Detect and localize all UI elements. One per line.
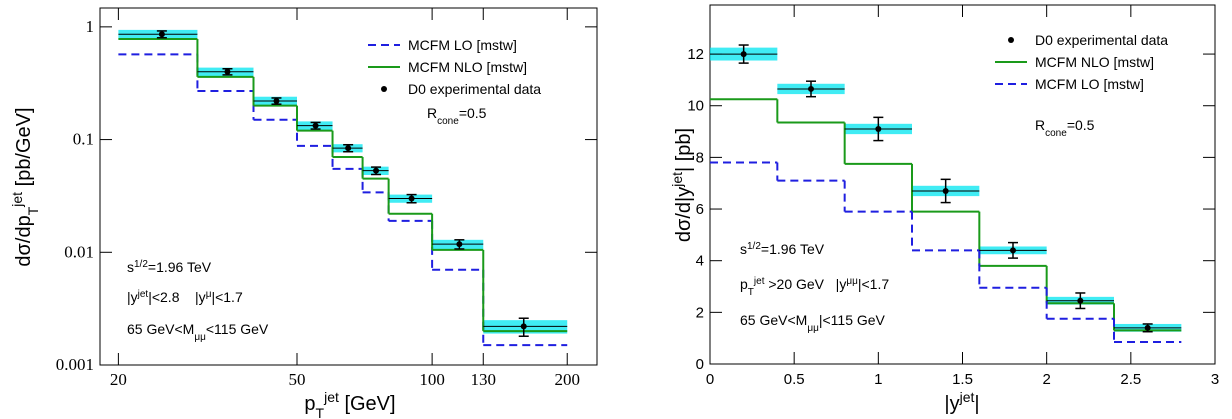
x-tick-label: 200 (554, 370, 580, 389)
data-point (1077, 297, 1084, 304)
data-point (740, 51, 747, 58)
x-tick-label: 20 (110, 370, 127, 389)
data-point (224, 68, 231, 75)
legend-label: MCFM LO [mstw] (408, 37, 517, 53)
y-tick-label: 10 (687, 98, 704, 115)
y-axis-label: dσ/dpTjet [pb/GeV] (9, 107, 41, 266)
y-tick-label: 2 (696, 304, 704, 321)
data-point (875, 125, 882, 132)
annotation: 65 GeV<Mμμ<115 GeV (127, 321, 269, 343)
legend-label: D0 experimental data (1035, 32, 1168, 48)
x-axis-label: pTjet [GeV] (304, 389, 395, 419)
x-tick-label: 2 (1042, 371, 1050, 388)
data-point (408, 195, 415, 202)
legend-label: D0 experimental data (408, 81, 541, 97)
y-tick-label: 4 (696, 253, 704, 270)
y-tick-label: 0 (696, 356, 704, 373)
annotation: |yjet|<2.8 |yμ|<1.7 (127, 289, 243, 306)
x-tick-label: 0.5 (784, 371, 805, 388)
y-tick-label: 12 (687, 46, 704, 63)
legend-label: MCFM LO [mstw] (1035, 76, 1144, 92)
data-point (520, 323, 527, 330)
x-tick-label: 100 (419, 370, 445, 389)
data-point (1144, 324, 1151, 331)
x-tick-label: 3 (1211, 371, 1219, 388)
y-tick-label: 6 (696, 201, 704, 218)
annotation: pTjet >20 GeV |yμμ|<1.7 (740, 276, 889, 298)
legend-label: MCFM NLO [mstw] (408, 59, 527, 75)
legend-marker (1008, 37, 1014, 43)
y-tick-label: 0.1 (73, 130, 94, 149)
data-point (1010, 247, 1016, 254)
x-tick-label: 1 (874, 371, 882, 388)
x-tick-label: 130 (471, 370, 497, 389)
x-tick-label: 50 (288, 370, 305, 389)
data-point (158, 31, 165, 38)
plot-frame (99, 7, 598, 366)
y-tick-label: 0.001 (56, 355, 94, 374)
annotation: Rcone=0.5 (427, 105, 487, 127)
legend-label: MCFM NLO [mstw] (1035, 54, 1154, 70)
x-tick-label: 0 (706, 371, 714, 388)
y-tick-label: 1 (86, 17, 95, 36)
annotation: Rcone=0.5 (1035, 117, 1095, 139)
y-tick-label: 8 (696, 149, 704, 166)
data-point (808, 85, 814, 92)
data-point (373, 167, 380, 174)
data-point (942, 187, 949, 194)
data-point (273, 97, 280, 104)
x-axis-label: |yjet| (944, 389, 979, 415)
annotation: s1/2=1.96 TeV (740, 241, 825, 258)
x-tick-label: 2.5 (1120, 371, 1141, 388)
legend-marker (381, 86, 387, 92)
data-point (456, 241, 463, 248)
y-axis-label: dσ/d|yjet| [pb] (669, 128, 695, 242)
data-point (345, 145, 352, 152)
y-tick-label: 0.01 (64, 242, 94, 261)
annotation: 65 GeV<Mμμ|<115 GeV (740, 312, 886, 334)
data-point (312, 122, 319, 129)
x-tick-label: 1.5 (952, 371, 973, 388)
annotation: s1/2=1.96 TeV (127, 259, 212, 276)
